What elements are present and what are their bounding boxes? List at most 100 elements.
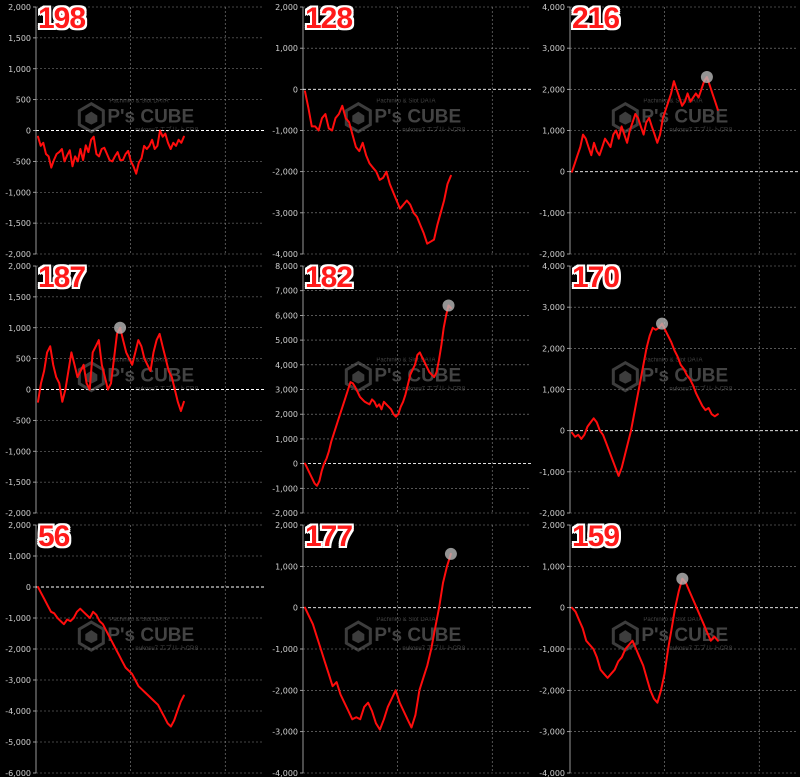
data-point — [617, 475, 620, 477]
data-point — [37, 586, 39, 588]
data-point — [645, 347, 648, 349]
data-point — [652, 327, 654, 329]
data-point — [79, 148, 82, 150]
data-point — [667, 648, 669, 650]
data-point — [163, 716, 166, 718]
watermark-subtitle: Pachinko & Slot DATA — [376, 358, 435, 364]
chart-svg-2: -4,000 -3,000 -2,000 -1,000 0 1,000 2,000 Pachi… — [272, 3, 531, 258]
data-point — [604, 138, 606, 140]
y-tick-label: 1,000 — [8, 324, 31, 333]
data-point — [115, 648, 117, 650]
data-point — [74, 155, 76, 158]
data-point — [69, 149, 71, 151]
machine-number-badge: 198 — [38, 2, 86, 35]
data-point — [124, 667, 127, 669]
data-point — [341, 105, 343, 107]
y-tick-label: 3,000 — [275, 386, 298, 395]
data-point — [714, 101, 716, 103]
y-tick-label: -3,000 — [272, 209, 298, 218]
cube-logo-icon — [344, 620, 372, 652]
data-point — [362, 142, 364, 144]
data-point — [426, 366, 428, 368]
data-point — [304, 607, 306, 609]
data-point — [671, 627, 673, 629]
data-point — [183, 136, 185, 138]
data-point — [101, 364, 103, 366]
data-point — [144, 691, 146, 693]
data-point — [698, 399, 700, 401]
data-point — [180, 701, 182, 703]
data-point — [602, 434, 604, 436]
data-point — [399, 208, 401, 210]
y-tick-label: 0 — [293, 604, 298, 613]
data-point — [114, 155, 116, 158]
data-point — [655, 329, 657, 331]
data-point — [47, 605, 49, 607]
data-point — [150, 698, 153, 700]
series-line — [304, 90, 452, 245]
data-point — [351, 718, 353, 720]
chart-svg-7: -6,000 -5,000 -4,000 -3,000 -2,000 -1,000 0 1,0… — [5, 521, 264, 777]
data-point — [615, 129, 617, 132]
data-point — [402, 710, 405, 712]
data-point — [414, 714, 417, 716]
data-point — [143, 358, 145, 360]
data-point — [70, 351, 73, 354]
data-point — [698, 96, 700, 99]
y-tick-label: 2,000 — [275, 521, 298, 530]
data-point — [571, 432, 573, 434]
y-tick-label: 1,000 — [275, 44, 298, 53]
data-point — [134, 351, 136, 354]
data-point — [637, 117, 639, 119]
data-point — [623, 134, 625, 136]
data-point — [383, 401, 385, 403]
data-point — [695, 607, 698, 609]
data-point — [435, 371, 438, 373]
chart-panel-2: -4,000 -3,000 -2,000 -1,000 0 1,000 2,000 Pachi… — [267, 0, 533, 258]
data-point — [155, 339, 158, 341]
y-tick-label: 2,000 — [8, 521, 31, 530]
data-point — [134, 679, 136, 681]
data-point — [109, 159, 111, 161]
y-tick-label: 4,000 — [542, 3, 565, 12]
chart-svg-9: -4,000-3,000-2,000-1,00001,0002,000Pachi… — [539, 521, 798, 777]
data-point — [324, 660, 326, 662]
y-tick-label: -2,000 — [539, 509, 565, 517]
data-point — [574, 436, 576, 438]
data-point — [636, 397, 638, 399]
data-point — [624, 454, 626, 456]
data-point — [140, 157, 143, 159]
watermark-caption: nukosu7 エブリ-トCP.8 — [402, 126, 466, 134]
data-point — [304, 90, 306, 92]
data-point — [122, 159, 124, 161]
data-point — [617, 660, 619, 662]
data-point — [686, 374, 688, 376]
watermark-subtitle: Pachinko & Slot DATA — [109, 617, 168, 623]
data-point — [700, 88, 703, 90]
data-point — [392, 191, 394, 193]
y-tick-label: -1,000 — [539, 209, 565, 218]
data-point — [389, 183, 391, 185]
data-point — [89, 617, 91, 619]
watermark-brand: P's CUBE — [374, 107, 461, 128]
y-tick-label: -2,000 — [5, 645, 31, 654]
y-tick-label: -6,000 — [5, 769, 31, 777]
data-point — [695, 393, 697, 395]
watermark-brand: P's CUBE — [641, 107, 728, 128]
chart-svg-6: -2,000 -1,000 0 1,000 2,000 3,000 4,000 Pachink… — [539, 262, 798, 517]
data-point — [154, 148, 156, 150]
data-point — [614, 669, 616, 671]
y-tick-label: -5,000 — [5, 738, 31, 747]
data-point — [385, 403, 387, 405]
machine-number-badge: 170 — [572, 261, 620, 294]
data-point — [610, 673, 612, 675]
data-point — [340, 411, 342, 413]
data-point — [642, 364, 645, 366]
watermark-brand: P's CUBE — [374, 366, 461, 387]
data-point — [376, 406, 378, 408]
data-point — [629, 129, 631, 132]
machine-number-badge: 216 — [572, 2, 620, 35]
data-point — [111, 160, 113, 162]
data-point — [355, 716, 357, 718]
